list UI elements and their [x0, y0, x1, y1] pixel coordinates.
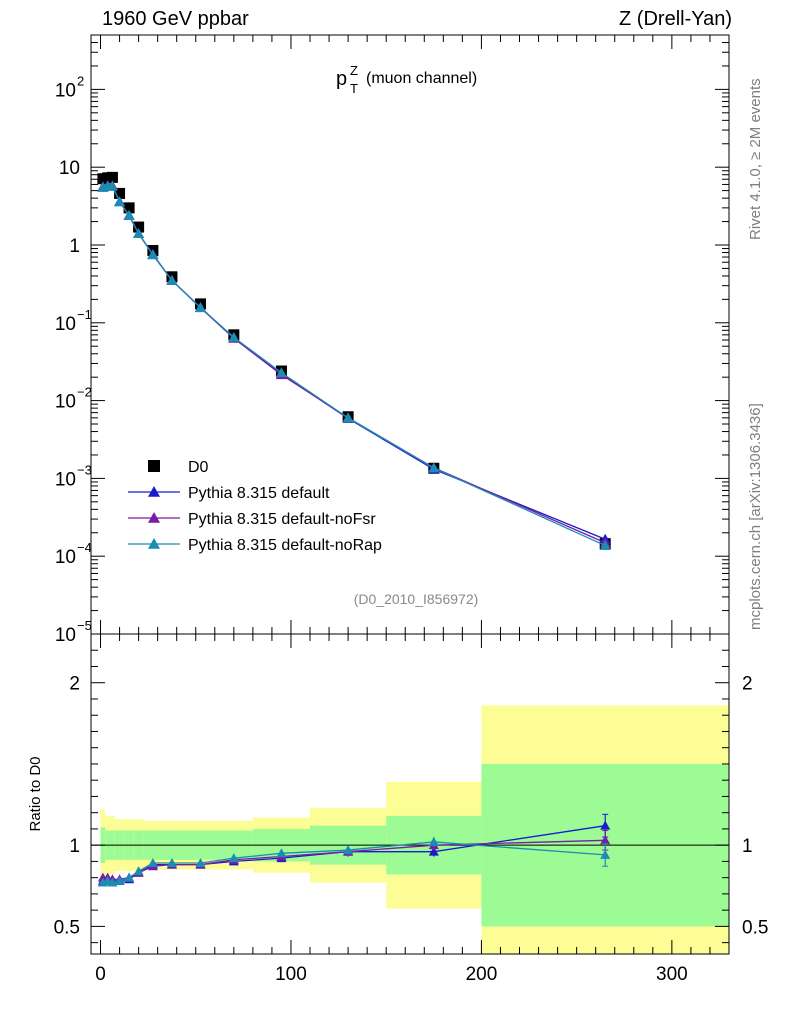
legend-marker: [148, 486, 160, 497]
data-point-d0: [133, 221, 145, 233]
marker-ratio: [343, 845, 354, 855]
marker-main: [166, 274, 178, 285]
y-tick-label-main: 1: [69, 236, 80, 257]
legend-marker-d0: [148, 460, 160, 472]
y-tick-exponent-main: −2: [77, 385, 92, 400]
y-tick-label-ratio-right: 0.5: [742, 917, 768, 938]
legend-label: Pythia 8.315 default: [188, 485, 330, 502]
marker-ratio: [195, 858, 206, 868]
marker-main: [342, 412, 354, 423]
marker-ratio: [147, 858, 158, 868]
marker-main: [428, 462, 440, 473]
x-tick-label: 200: [466, 964, 498, 985]
y-tick-label-main: 10: [55, 314, 76, 335]
y-tick-label-ratio: 1: [69, 836, 80, 857]
y-tick-exponent-main: −5: [77, 618, 92, 633]
marker-main: [147, 249, 159, 260]
y-tick-label-main: 10: [55, 392, 76, 413]
marker-main: [275, 367, 287, 378]
marker-ratio: [228, 853, 239, 863]
legend-label: D0: [188, 459, 209, 476]
marker-ratio: [166, 858, 177, 868]
marker-ratio: [600, 820, 611, 830]
marker-main: [133, 228, 145, 239]
marker-ratio: [428, 836, 439, 846]
legend-label: Pythia 8.315 default-noFsr: [188, 511, 376, 528]
x-tick-label: 100: [275, 964, 307, 985]
marker-ratio: [124, 872, 135, 882]
marker-ratio: [600, 835, 611, 845]
header-left-label: 1960 GeV ppbar: [102, 8, 249, 30]
data-point-d0: [114, 187, 126, 199]
marker-ratio: [133, 866, 144, 876]
y-tick-exponent-main: −3: [77, 462, 92, 477]
ratio-y-axis-label: Ratio to D0: [27, 756, 44, 831]
data-point-d0: [123, 202, 135, 214]
marker-ratio: [600, 849, 611, 859]
marker-main: [123, 209, 135, 220]
legend-marker: [148, 538, 160, 549]
marker-main: [114, 196, 126, 207]
x-tick-label: 300: [656, 964, 688, 985]
marker-ratio: [428, 846, 439, 856]
y-tick-label-main: 10: [55, 469, 76, 490]
marker-main: [599, 540, 611, 550]
y-tick-label-ratio: 2: [69, 674, 80, 695]
y-tick-exponent-main: −1: [77, 307, 92, 322]
plot-title-superscript: Z: [350, 63, 358, 78]
y-tick-label-main: 10: [59, 158, 80, 179]
y-tick-label-ratio: 0.5: [54, 917, 80, 938]
main-plot-frame: [90, 34, 730, 635]
marker-ratio: [114, 875, 125, 885]
data-point-d0: [106, 171, 118, 183]
y-tick-label-ratio-right: 1: [742, 836, 753, 857]
series-line-main: [102, 185, 606, 540]
marker-ratio: [276, 848, 287, 858]
plot-title: p: [336, 68, 347, 90]
header-right-label: Z (Drell-Yan): [619, 8, 732, 30]
marker-main: [228, 331, 240, 342]
x-tick-label: 0: [95, 964, 106, 985]
y-tick-label-main: 10: [55, 80, 76, 101]
series-line-main: [102, 184, 606, 544]
y-tick-exponent-main: 2: [77, 73, 84, 88]
y-tick-exponent-main: −4: [77, 540, 92, 555]
ratio-plot-frame: [90, 633, 730, 955]
marker-main: [195, 302, 207, 312]
y-tick-label-main: 10: [55, 625, 76, 646]
plot-title-subscript: T: [350, 81, 358, 96]
marker-main: [106, 180, 118, 191]
plot-title-channel: (muon channel): [366, 70, 477, 87]
y-tick-label-main: 10: [55, 547, 76, 568]
legend-label: Pythia 8.315 default-noRap: [188, 537, 382, 554]
analysis-tag: (D0_2010_I856972): [354, 591, 479, 607]
y-tick-label-ratio-right: 2: [742, 674, 753, 695]
legend-marker: [148, 512, 160, 523]
